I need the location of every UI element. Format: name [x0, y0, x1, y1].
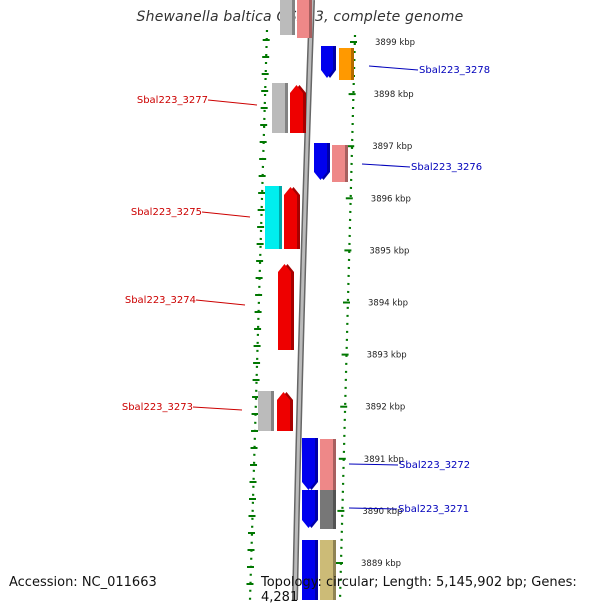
- right-dotted-line: [338, 34, 357, 600]
- kbp-label: 3894 kbp: [368, 299, 408, 309]
- gene-block-gray: [272, 83, 288, 133]
- kbp-label: 3893 kbp: [367, 351, 407, 361]
- right-gene-leader-line: [368, 65, 419, 71]
- left-gene-label: Sbal223_3277: [137, 95, 208, 106]
- gene-block-gray-body: [258, 391, 271, 431]
- gene-block-salmon: [297, 0, 312, 38]
- right-gene-label: Sbal223_3276: [411, 162, 482, 173]
- left-gene-leader-line: [195, 299, 246, 306]
- gene-block-blue: [302, 540, 318, 600]
- gene-block-darkgray: [320, 490, 336, 529]
- gene-block-gray: [280, 0, 295, 35]
- gene-block-red: [278, 264, 294, 350]
- gene-block-khaki: [320, 540, 336, 600]
- right-gene-leader-line: [348, 463, 399, 466]
- kbp-label: 3890 kbp: [362, 507, 402, 517]
- gene-block-orange: [339, 48, 354, 80]
- gene-block-cyan-body: [265, 186, 279, 249]
- accession-text: Accession: NC_011663: [9, 575, 157, 590]
- gene-block-red-body: [284, 187, 297, 249]
- gene-block-gray-body: [280, 0, 292, 35]
- kbp-label: 3895 kbp: [369, 246, 409, 256]
- gene-block-red: [290, 85, 306, 133]
- gene-block-blue-body: [314, 143, 327, 180]
- left-gene-leader-line: [207, 99, 258, 106]
- gene-block-khaki-body: [320, 540, 333, 600]
- gene-block-red-body: [278, 264, 291, 350]
- gene-block-salmon-body: [320, 439, 333, 490]
- kbp-label: 3897 kbp: [372, 142, 412, 152]
- gene-block-blue: [302, 438, 318, 490]
- gene-block-blue: [302, 490, 318, 528]
- kbp-label: 3896 kbp: [371, 194, 411, 204]
- left-gene-leader-line: [192, 406, 243, 411]
- gene-block-blue-body: [302, 540, 315, 600]
- right-gene-label: Sbal223_3272: [399, 460, 470, 471]
- gene-block-darkgray-body: [320, 490, 333, 529]
- kbp-label: 3891 kbp: [364, 455, 404, 465]
- left-gene-label: Sbal223_3275: [131, 207, 202, 218]
- left-gene-label: Sbal223_3274: [125, 295, 196, 306]
- gene-block-gray-body: [272, 83, 285, 133]
- gene-block-blue: [321, 46, 336, 78]
- gene-block-gray: [258, 391, 274, 431]
- gene-block-blue-body: [302, 490, 315, 528]
- right-gene-label: Sbal223_3278: [419, 65, 490, 76]
- gene-block-orange-body: [339, 48, 351, 80]
- kbp-label: 3898 kbp: [374, 90, 414, 100]
- gene-block-salmon: [332, 145, 348, 182]
- topology-text: Topology: circular; Length: 5,145,902 bp…: [261, 575, 577, 605]
- gene-block-red-body: [277, 392, 290, 431]
- left-dotted-line: [248, 29, 269, 600]
- gene-block-salmon-body: [332, 145, 345, 182]
- left-gene-label: Sbal223_3273: [122, 402, 193, 413]
- right-gene-leader-line: [348, 507, 398, 510]
- gene-block-blue-body: [321, 46, 333, 78]
- right-gene-label: Sbal223_3271: [398, 504, 469, 515]
- gene-block-red: [277, 392, 293, 431]
- kbp-label: 3899 kbp: [375, 38, 415, 48]
- gene-block-blue-body: [302, 438, 315, 490]
- right-gene-leader-line: [361, 163, 411, 168]
- gene-block-red-body: [290, 85, 303, 133]
- genome-backbone: [293, 0, 314, 600]
- gene-block-salmon: [320, 439, 336, 490]
- kbp-label: 3892 kbp: [365, 403, 405, 413]
- gene-block-blue: [314, 143, 330, 180]
- left-gene-leader-line: [201, 211, 251, 218]
- gene-block-cyan: [265, 186, 282, 249]
- kbp-label: 3889 kbp: [361, 559, 401, 569]
- gene-block-salmon-body: [297, 0, 309, 38]
- gene-block-red: [284, 187, 300, 249]
